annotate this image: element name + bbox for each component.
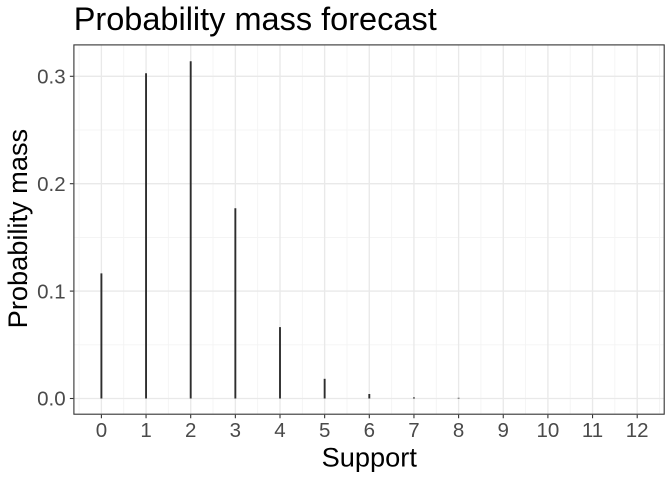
svg-text:7: 7	[408, 419, 419, 442]
svg-text:1: 1	[140, 419, 151, 442]
svg-text:Support: Support	[322, 441, 418, 472]
svg-text:0: 0	[96, 419, 107, 442]
svg-text:0.0: 0.0	[37, 388, 66, 411]
svg-text:11: 11	[582, 419, 603, 442]
svg-text:10: 10	[536, 419, 559, 442]
svg-text:5: 5	[319, 419, 330, 442]
svg-text:Probability mass: Probability mass	[2, 129, 33, 328]
svg-text:8: 8	[453, 419, 464, 442]
svg-text:4: 4	[274, 419, 285, 442]
svg-text:3: 3	[230, 419, 241, 442]
svg-text:2: 2	[185, 419, 196, 442]
svg-text:6: 6	[364, 419, 375, 442]
svg-text:9: 9	[498, 419, 509, 442]
svg-text:0.3: 0.3	[37, 66, 66, 89]
svg-text:0.1: 0.1	[37, 280, 66, 303]
svg-text:12: 12	[626, 419, 649, 442]
svg-text:Probability mass forecast: Probability mass forecast	[74, 1, 437, 37]
svg-text:0.2: 0.2	[37, 173, 66, 196]
